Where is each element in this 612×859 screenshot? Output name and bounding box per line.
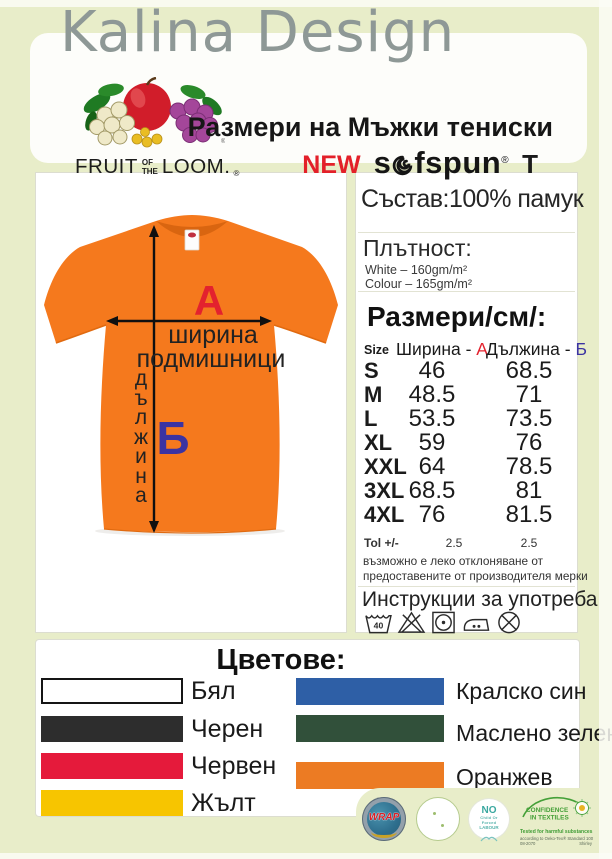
measure-letter-b: Б bbox=[156, 412, 190, 464]
wrap-laurel bbox=[371, 826, 397, 838]
divider bbox=[358, 291, 575, 292]
divider bbox=[358, 232, 575, 233]
measure-arrows bbox=[114, 233, 264, 525]
color-swatch-orange bbox=[296, 762, 444, 789]
color-label: Кралско син bbox=[456, 678, 587, 704]
col-length: Дължина - Б bbox=[486, 339, 587, 359]
fotl-fruits-icon: ® bbox=[83, 76, 226, 148]
specs-panel: Състав:100% памук Плътност: White – 160g… bbox=[355, 172, 597, 635]
color-label: Маслено зелен bbox=[456, 720, 612, 746]
density-title: Плътност: bbox=[363, 235, 472, 261]
size-row-xxl: XXL 64 78.5 bbox=[364, 453, 553, 480]
dove-icon bbox=[480, 836, 498, 842]
tshirt-collar bbox=[156, 221, 228, 237]
registered-mark: ® bbox=[233, 169, 240, 178]
page-edge-top bbox=[0, 0, 612, 7]
page-edge-right bbox=[599, 0, 612, 859]
color-label: Червен bbox=[191, 752, 277, 780]
color-label: Оранжев bbox=[456, 764, 553, 790]
svg-text:40: 40 bbox=[374, 620, 384, 630]
oeko-tex-label: CONFIDENCE IN TEXTILES Tested for harmfu… bbox=[520, 795, 596, 853]
size-row-m: M 48.5 71 bbox=[364, 381, 543, 408]
no-bleach-icon bbox=[397, 611, 426, 633]
width-label-line1: ширина bbox=[168, 321, 258, 349]
new-badge: NEW bbox=[302, 151, 361, 179]
length-label-vertical: д ъ л ж и н а bbox=[133, 367, 149, 507]
disclaimer-line2: предоставените от производителя мерки bbox=[363, 569, 588, 583]
product-line: NEW s fspun ® T bbox=[302, 145, 538, 181]
care-instructions-title: Инструкции за употреба bbox=[362, 588, 598, 611]
iron-icon bbox=[463, 618, 490, 631]
fotl-word-ofthe: OF THE bbox=[141, 158, 158, 176]
watermark-brand-text: Kalina Design bbox=[60, 0, 456, 65]
size-row-xl: XL 59 76 bbox=[364, 429, 543, 456]
disclaimer-line1: възможно е леко отклоняване от bbox=[363, 554, 544, 568]
header-card: ® FRUIT OF THE LOOM. ® Размери на Мъжки … bbox=[30, 33, 587, 180]
spiral-o-icon bbox=[393, 155, 413, 175]
color-swatch-white bbox=[41, 678, 183, 704]
color-swatch-royal-blue bbox=[296, 678, 444, 705]
colors-title: Цветове: bbox=[216, 644, 346, 676]
svg-text:IN TEXTILES: IN TEXTILES bbox=[530, 815, 569, 822]
fruit-of-the-loom-logo: ® FRUIT OF THE LOOM. ® bbox=[75, 76, 239, 179]
tumble-dry-icon bbox=[432, 611, 455, 634]
fotl-wordmark: FRUIT OF THE LOOM. ® bbox=[75, 155, 239, 179]
wash-40-icon: 40 bbox=[365, 614, 392, 634]
tshirt-image bbox=[44, 215, 338, 536]
page-edge-bottom bbox=[0, 853, 612, 859]
fotl-word-loom: LOOM. bbox=[161, 155, 231, 178]
composition-text: Състав:100% памук bbox=[361, 185, 584, 213]
registered-mark: ® bbox=[501, 155, 510, 166]
confidence-in-textiles-mark: CONFIDENCE IN TEXTILES bbox=[522, 796, 591, 822]
color-label: Жълт bbox=[191, 789, 256, 817]
tshirt-diagram-panel: А ширина подмишници д ъ л ж и н а Б bbox=[35, 172, 347, 633]
tolerance-row: Tol +/- 2.5 2.5 bbox=[364, 536, 538, 550]
color-swatch-yellow bbox=[41, 790, 183, 816]
size-row-s: S 46 68.5 bbox=[364, 357, 553, 384]
product-t-letter: T bbox=[522, 149, 538, 179]
col-width: Ширина - А bbox=[396, 339, 488, 359]
flower-icon bbox=[573, 799, 591, 817]
measure-letter-a: А bbox=[193, 277, 225, 324]
tshirt-body bbox=[44, 215, 338, 532]
certifications-area: WRAP NO Child Or Forced LABOUR bbox=[356, 788, 598, 859]
density-white: White – 160gm/m² bbox=[365, 263, 468, 277]
color-swatch-bottle-green bbox=[296, 715, 444, 742]
size-row-4xl: 4XL 76 81.5 bbox=[364, 501, 553, 528]
round-certification-seal bbox=[416, 797, 460, 841]
svg-text:®: ® bbox=[221, 138, 225, 145]
wrap-certification-logo: WRAP bbox=[362, 797, 406, 841]
density-colour: Colour – 165gm/m² bbox=[365, 277, 472, 291]
color-label: Черен bbox=[191, 715, 264, 743]
care-icons-row: 40 bbox=[362, 610, 523, 635]
color-label: Бял bbox=[191, 677, 236, 705]
svg-text:CONFIDENCE: CONFIDENCE bbox=[526, 807, 569, 814]
colors-panel: Цветове: Бял Черен Червен Жълт Кралско с… bbox=[35, 639, 612, 817]
width-label-line2: подмишници bbox=[136, 345, 286, 373]
color-swatch-black bbox=[41, 716, 183, 742]
no-child-labour-logo: NO Child Or Forced LABOUR bbox=[469, 799, 509, 842]
sizes-title: Размери/см/: bbox=[367, 301, 547, 332]
size-table-header: Size Ширина - А Дължина - Б bbox=[356, 339, 587, 359]
divider bbox=[358, 586, 575, 587]
sofspun-logo: s fspun ® bbox=[373, 145, 510, 180]
col-size: Size bbox=[364, 343, 390, 357]
size-row-l: L 53.5 73.5 bbox=[364, 405, 553, 432]
fotl-word-fruit: FRUIT bbox=[75, 155, 138, 178]
size-row-3xl: 3XL 68.5 81 bbox=[364, 477, 543, 504]
page-title: Размери на Мъжки тениски bbox=[187, 112, 553, 142]
color-swatch-red bbox=[41, 753, 183, 779]
no-dry-clean-icon bbox=[498, 611, 520, 634]
